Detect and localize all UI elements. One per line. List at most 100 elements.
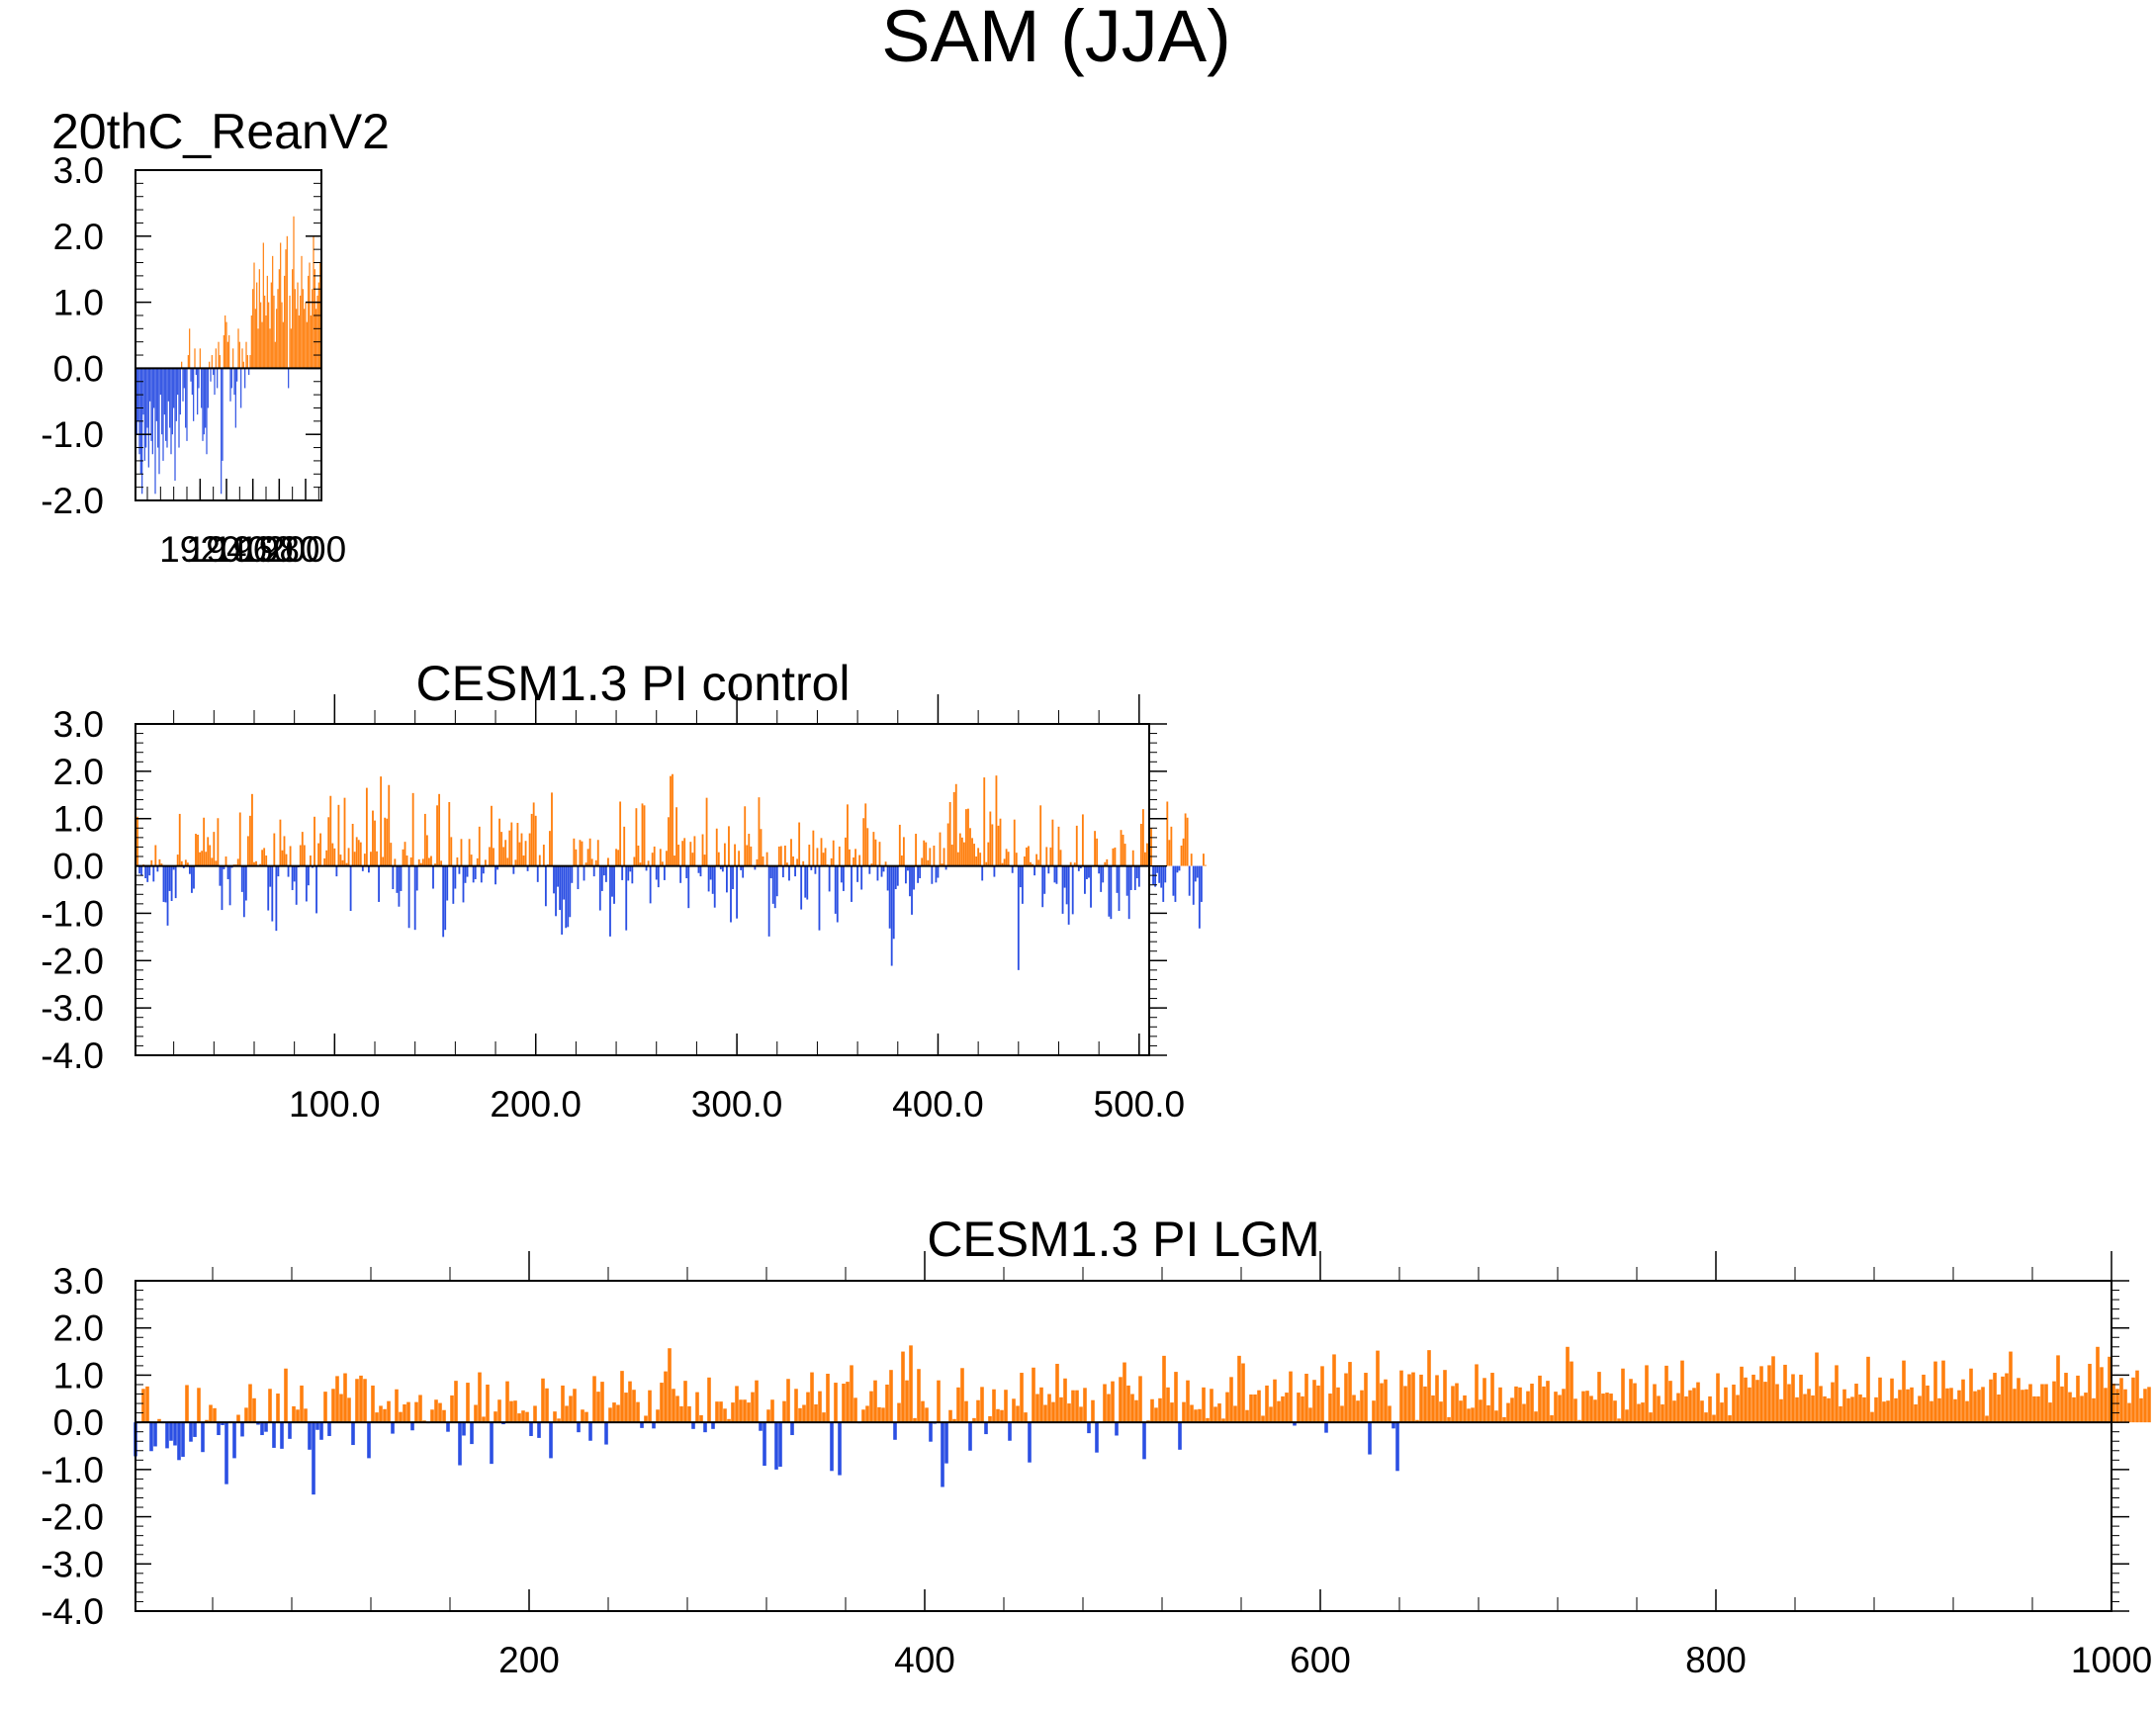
bar-positive	[921, 1400, 925, 1423]
bar-positive	[971, 838, 973, 866]
bar-negative	[1118, 865, 1121, 912]
bar-positive	[532, 802, 535, 866]
bar-negative	[1188, 865, 1191, 896]
bar-positive	[500, 832, 503, 866]
bar-negative	[838, 1422, 842, 1476]
bar-negative	[349, 865, 352, 912]
bar-positive	[312, 289, 314, 369]
bar-positive	[991, 824, 994, 866]
bar-positive	[1570, 1361, 1573, 1423]
y-tick-label: 0.0	[53, 348, 104, 389]
bar-positive	[838, 846, 841, 866]
bar-positive	[2115, 1389, 2119, 1423]
bar-positive	[1692, 1388, 1696, 1423]
bar-positive	[245, 341, 247, 369]
bar-positive	[244, 1407, 248, 1423]
bar-positive	[337, 804, 340, 866]
bar-positive	[2056, 1355, 2060, 1423]
bar-negative	[142, 368, 144, 415]
bar-positive	[1740, 1366, 1744, 1423]
panel-cesm-pi-lgm: CESM1.3 PI LGM -4.0 -3.0 -2.0 -1.0 0.0 1.0 2.0 3…	[41, 1212, 2152, 1680]
bar-positive	[1198, 1408, 1202, 1423]
bar-negative	[775, 865, 778, 897]
bar-positive	[747, 1402, 751, 1423]
bar-negative	[442, 865, 445, 938]
bar-negative	[512, 865, 515, 874]
bar-positive	[1688, 1390, 1692, 1423]
bar-positive	[454, 1381, 458, 1423]
bar-negative	[1160, 865, 1163, 888]
bar-series	[135, 216, 322, 495]
bar-positive	[1079, 1406, 1083, 1423]
bar-negative	[818, 865, 821, 931]
bar-positive	[632, 1390, 636, 1423]
bar-negative	[759, 1422, 763, 1431]
bar-positive	[335, 1376, 339, 1423]
bar-positive	[339, 1394, 343, 1423]
bar-negative	[730, 865, 732, 923]
bar-negative	[1192, 865, 1195, 905]
bar-positive	[2100, 1367, 2104, 1423]
bar-positive	[873, 1380, 877, 1423]
bar-positive	[2072, 1396, 2076, 1423]
bar-negative	[890, 865, 893, 966]
bar-positive	[728, 826, 730, 866]
bar-negative	[190, 368, 192, 382]
y-tick-label: 1.0	[53, 1355, 104, 1395]
bar-negative	[168, 865, 171, 891]
bar-positive	[672, 773, 674, 866]
bar-negative	[1127, 865, 1130, 920]
bar-positive	[1755, 1380, 1759, 1423]
bar-negative	[172, 865, 175, 870]
bar-positive	[1096, 838, 1099, 866]
bar-positive	[573, 838, 576, 866]
bar-positive	[197, 1388, 201, 1423]
bar-negative	[1135, 865, 1138, 879]
bar-negative	[931, 865, 934, 884]
bar-positive	[952, 791, 955, 866]
bar-negative	[711, 865, 714, 894]
bar-negative	[173, 1422, 177, 1446]
bar-positive	[1577, 1419, 1581, 1423]
bar-positive	[1119, 1377, 1123, 1423]
bar-negative	[361, 865, 364, 871]
bar-positive	[656, 1409, 660, 1423]
bar-negative	[170, 368, 172, 455]
bar-negative	[773, 865, 776, 909]
bar-positive	[1439, 1401, 1443, 1423]
bar-negative	[407, 865, 410, 929]
bar-positive	[584, 862, 587, 866]
bar-positive	[279, 819, 282, 866]
bar-negative	[413, 865, 416, 931]
bar-positive	[987, 842, 990, 866]
y-tick-label: 3.0	[53, 150, 104, 191]
bar-positive	[884, 861, 887, 866]
bar-positive	[1384, 1379, 1388, 1423]
bar-positive	[228, 335, 230, 369]
bar-positive	[272, 255, 274, 369]
bar-positive	[834, 1383, 838, 1423]
bar-negative	[312, 1422, 315, 1495]
bar-positive	[195, 834, 197, 866]
bar-positive	[647, 860, 650, 866]
bar-positive	[2076, 1375, 2080, 1423]
bar-negative	[1063, 865, 1066, 888]
bar-negative	[150, 368, 152, 441]
y-tick-label: 1.0	[53, 283, 104, 323]
bar-positive	[1724, 1387, 1728, 1423]
bar-positive	[347, 1397, 351, 1423]
bar-positive	[509, 1400, 513, 1423]
bar-positive	[1621, 1368, 1625, 1423]
bar-positive	[885, 1384, 889, 1423]
bar-positive	[717, 852, 720, 866]
bar-negative	[1392, 1422, 1395, 1429]
bar-positive	[750, 846, 753, 866]
bar-positive	[866, 828, 869, 866]
bar-negative	[699, 865, 702, 877]
bar-negative	[454, 865, 457, 889]
bar-negative	[166, 368, 168, 448]
bar-negative	[1028, 1422, 1032, 1463]
bar-positive	[281, 850, 284, 866]
bar-positive	[1221, 1418, 1225, 1423]
bar-positive	[594, 859, 597, 866]
